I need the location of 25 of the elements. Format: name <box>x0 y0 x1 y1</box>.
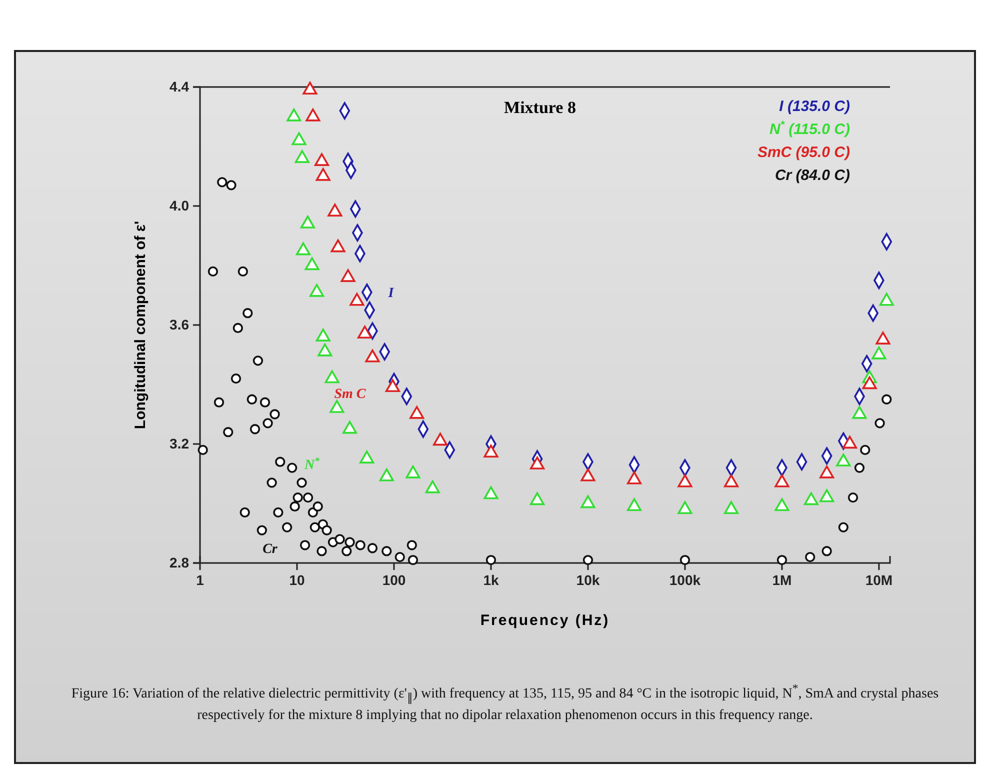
annotation: Sm C <box>334 386 366 402</box>
annotation: Cr <box>262 542 278 557</box>
annotation: N$^{*}$ <box>303 455 320 473</box>
text: SmC (95.0 C) <box>757 144 850 161</box>
x-tick-label: 10 <box>289 572 305 588</box>
text: I (135.0 C) <box>779 98 850 115</box>
x-tick-label: 1 <box>196 572 204 588</box>
x-tick-label: 100 <box>382 572 406 588</box>
caption: Figure 16: Variation of the relative dielectric permittivity (ε'$_{∥}$) with frequency at 135, 115, 95 and 84 °C in the isotropic liquid, N$^{*}$, SmA and crystal phases respectively for the mixture 8 implying that no dipolar relaxation phenomenon occurs in this frequency range. <box>70 681 940 726</box>
y-axis-title: Longitudinal component of ε' <box>132 220 149 430</box>
y-tick-label: 4.0 <box>170 197 190 214</box>
y-tick-label: 3.2 <box>170 435 190 452</box>
x-tick-label: 1M <box>772 572 792 588</box>
x-tick-label: 10k <box>576 572 600 588</box>
y-tick-label: 4.4 <box>170 78 190 94</box>
text: N$^{*}$ (115.0 C) <box>769 119 850 138</box>
text: Cr (84.0 C) <box>774 167 850 184</box>
x-tick-label: 1k <box>483 572 499 588</box>
x-tick-label: 10M <box>865 572 893 588</box>
x-axis-title: Frequency (Hz) <box>480 612 610 629</box>
y-tick-label: 3.6 <box>170 316 190 332</box>
y-tick-label: 2.8 <box>170 554 190 570</box>
text: Mixture 8 <box>504 98 576 117</box>
annotation: I <box>387 286 394 301</box>
x-tick-label: 100k <box>669 572 701 588</box>
